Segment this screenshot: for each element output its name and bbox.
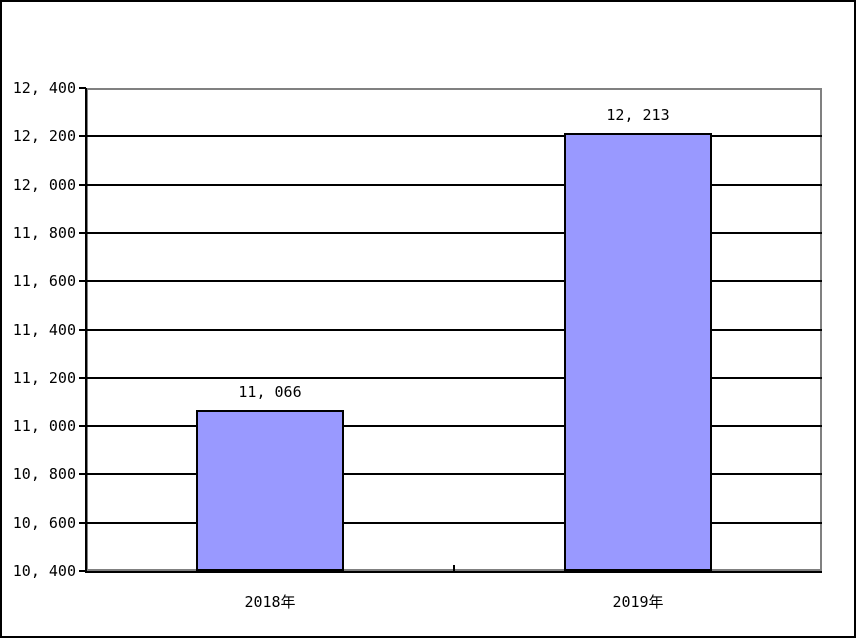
y-axis-tick: [79, 473, 86, 475]
y-axis-tick-label: 10, 600: [12, 514, 76, 532]
y-axis-tick-label: 11, 400: [12, 321, 76, 339]
gridline: [86, 329, 822, 331]
x-axis-category-label-2019: 2019年: [612, 593, 664, 611]
gridline: [86, 473, 822, 475]
gridline: [86, 425, 822, 427]
gridline: [86, 377, 822, 379]
gridline: [86, 232, 822, 234]
bar-2019: [564, 133, 712, 571]
y-axis-tick-label: 11, 200: [12, 369, 76, 387]
bar-value-label-2019: 12, 213: [606, 106, 670, 124]
y-axis-tick-label: 12, 000: [12, 176, 76, 194]
y-axis-line: [85, 88, 87, 572]
y-axis-tick: [79, 570, 86, 572]
y-axis-tick-label: 12, 400: [12, 79, 76, 97]
bar-2018: [196, 410, 344, 571]
gridline: [86, 184, 822, 186]
y-axis-tick: [79, 280, 86, 282]
y-axis-tick: [79, 522, 86, 524]
y-axis-tick-label: 12, 200: [12, 127, 76, 145]
y-axis-tick-label: 10, 400: [12, 562, 76, 580]
y-axis-tick: [79, 425, 86, 427]
y-axis-tick: [79, 232, 86, 234]
bar-value-label-2018: 11, 066: [238, 383, 302, 401]
y-axis-tick: [79, 377, 86, 379]
y-axis-tick-label: 11, 600: [12, 272, 76, 290]
gridline: [86, 522, 822, 524]
gridline: [86, 280, 822, 282]
y-axis-tick: [79, 135, 86, 137]
y-axis-tick: [79, 329, 86, 331]
y-axis-tick-label: 10, 800: [12, 465, 76, 483]
x-axis-tick: [453, 565, 455, 571]
x-axis-category-label-2018: 2018年: [244, 593, 296, 611]
y-axis-tick-label: 11, 000: [12, 417, 76, 435]
y-axis-tick: [79, 184, 86, 186]
y-axis-tick-label: 11, 800: [12, 224, 76, 242]
x-axis-line: [85, 571, 822, 573]
y-axis-tick: [79, 87, 86, 89]
gridline: [86, 135, 822, 137]
